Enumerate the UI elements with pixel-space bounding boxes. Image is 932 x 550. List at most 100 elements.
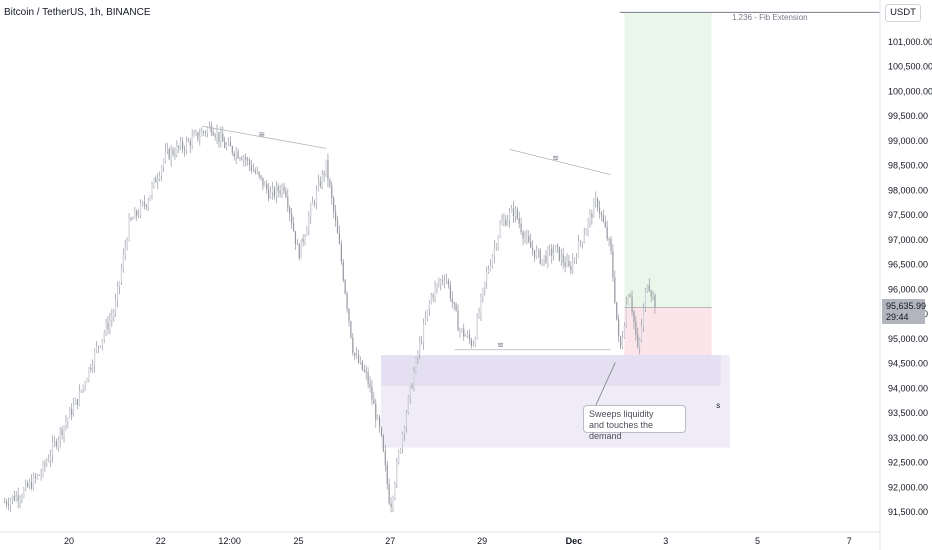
- candle-body: [354, 353, 356, 356]
- candle-body: [279, 191, 281, 194]
- candle-body: [463, 328, 465, 337]
- candle-body: [489, 265, 492, 270]
- candle-body: [103, 333, 105, 339]
- candle-body: [27, 483, 29, 487]
- candle-body: [287, 196, 289, 208]
- demand-zone-upper: [381, 355, 721, 386]
- candle-body: [350, 321, 352, 338]
- price-tick-label: 92,500.00: [888, 458, 928, 468]
- candle-body: [168, 149, 170, 160]
- candle-body: [116, 286, 119, 301]
- price-axis: 91,500.00 92,000.00 92,500.00 93,000.00 93,5…: [888, 37, 932, 517]
- currency-unit-button[interactable]: USDT: [885, 4, 921, 22]
- candle-body: [510, 208, 513, 213]
- candle-body: [480, 297, 482, 314]
- candle-body: [51, 442, 54, 456]
- candle-body: [554, 245, 557, 253]
- candle-body: [266, 183, 268, 190]
- candle-body: [210, 125, 212, 133]
- candle-body: [612, 250, 614, 278]
- candle-body: [459, 330, 461, 331]
- candle-body: [356, 354, 358, 356]
- candle-body: [600, 212, 603, 216]
- candle-body: [574, 257, 576, 261]
- annotation-note[interactable]: Sweeps liquidity and touches the demand: [583, 405, 686, 441]
- candle-body: [453, 302, 455, 304]
- candle-body: [160, 167, 163, 176]
- candle-body: [543, 255, 545, 260]
- candle-body: [306, 229, 308, 237]
- candle-body: [627, 295, 629, 305]
- candle-body: [440, 280, 442, 284]
- candle-body: [482, 288, 484, 298]
- candle-body: [233, 153, 235, 157]
- candle-body: [430, 295, 432, 304]
- candle-body: [558, 246, 560, 261]
- candle-body: [518, 218, 520, 224]
- candle-body: [352, 337, 354, 354]
- candle-body: [344, 280, 346, 294]
- candle-body: [476, 316, 478, 339]
- candle-body: [285, 191, 287, 197]
- annotation-line-1: Sweeps liquidity: [589, 409, 654, 419]
- candle-body: [247, 159, 249, 161]
- fib-extension-label: 1.236 - Fib Extension: [732, 13, 808, 22]
- candle-body: [157, 179, 159, 183]
- candle-body: [549, 248, 551, 250]
- time-tick-label: 5: [755, 536, 760, 546]
- candle-body: [141, 202, 144, 204]
- candle-body: [445, 280, 448, 282]
- candle-body: [44, 463, 46, 466]
- candle-body: [581, 241, 583, 243]
- candle-body: [227, 141, 230, 146]
- candle-body: [392, 497, 394, 508]
- candle-body: [82, 384, 84, 391]
- candle-body: [577, 241, 580, 258]
- candle-body: [369, 383, 371, 387]
- candle-body: [556, 245, 559, 247]
- candle-body: [189, 141, 191, 146]
- candle-body: [426, 309, 429, 319]
- candle-body: [308, 216, 310, 230]
- candle-body: [48, 460, 50, 462]
- candle-body: [530, 241, 532, 248]
- candle-body: [486, 272, 488, 282]
- candle-body: [6, 502, 8, 505]
- candle-body: [273, 188, 276, 197]
- price-tick-label: 92,000.00: [888, 482, 928, 492]
- candle-body: [493, 246, 495, 256]
- candle-body: [252, 170, 254, 172]
- candle-body: [57, 439, 59, 447]
- candle-body: [509, 212, 511, 221]
- candle-body: [641, 326, 643, 340]
- candle-body: [562, 254, 564, 263]
- candle-body: [4, 502, 6, 503]
- candle-body: [176, 145, 178, 156]
- candle-body: [11, 495, 13, 501]
- candle-body: [495, 246, 497, 248]
- price-tick-label: 96,000.00: [888, 284, 928, 294]
- candle-body: [646, 284, 648, 292]
- candle-body: [63, 425, 65, 435]
- candle-body: [375, 403, 377, 420]
- candle-body: [80, 390, 82, 391]
- candle-body: [579, 241, 582, 243]
- price-tick-label: 97,500.00: [888, 210, 928, 220]
- candle-body: [608, 238, 610, 240]
- candle-body: [373, 399, 375, 404]
- candle-body: [36, 474, 38, 478]
- candle-body: [474, 338, 476, 345]
- candle-body: [616, 302, 618, 320]
- candle-body: [258, 171, 260, 176]
- candle-body: [499, 224, 501, 237]
- candle-body: [415, 357, 417, 372]
- candle-body: [99, 345, 101, 347]
- candle-body: [547, 249, 549, 263]
- candle-body: [109, 319, 111, 329]
- candle-body: [396, 462, 398, 484]
- candle-body: [122, 254, 124, 269]
- candle-body: [296, 244, 298, 245]
- candle-body: [583, 235, 585, 242]
- candle-body: [501, 221, 503, 225]
